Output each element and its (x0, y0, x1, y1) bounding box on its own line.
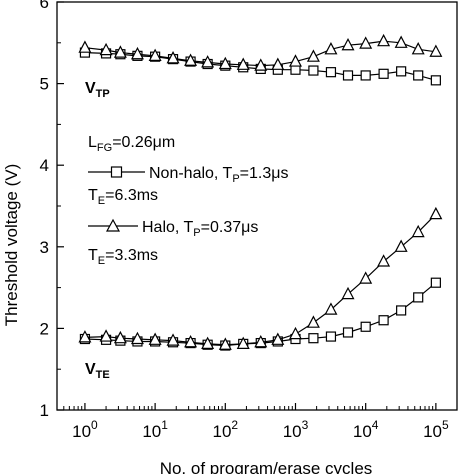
data-point-triangle (218, 56, 232, 70)
data-point-square (430, 75, 441, 86)
vte-label: VTE (85, 361, 110, 381)
data-point-triangle (130, 46, 144, 60)
legend-label-halo: Halo, TP=0.37μs (142, 219, 258, 239)
data-point-triangle (411, 224, 425, 238)
data-point-triangle (184, 53, 198, 66)
data-point-triangle (78, 40, 92, 53)
data-point-square (325, 331, 337, 342)
data-point-square (396, 66, 407, 77)
data-point-square (342, 70, 354, 81)
data-point-square (413, 292, 424, 303)
data-point-triangle (377, 33, 391, 47)
data-point-square (378, 315, 389, 326)
data-point-triangle (271, 57, 285, 70)
legend-triangle-marker (105, 218, 121, 232)
data-point-triangle (359, 36, 373, 49)
data-point-triangle (377, 254, 391, 267)
data-point-triangle (148, 48, 162, 61)
x-tick-label: 105 (423, 418, 449, 441)
y-tick-label: 2 (40, 319, 49, 338)
data-point-triangle (254, 58, 268, 71)
legend-square-marker (110, 166, 123, 178)
data-point-square (308, 65, 319, 76)
data-point-triangle (289, 54, 302, 67)
data-point-triangle (254, 334, 268, 348)
data-point-square (360, 70, 371, 81)
y-axis-label: Threshold voltage (V) (2, 164, 21, 327)
data-point-triangle (218, 337, 232, 350)
data-point-triangle (99, 329, 113, 342)
data-point-triangle (359, 271, 373, 284)
data-point-triangle (201, 55, 215, 68)
erase-time-label-2: TE=3.3ms (88, 247, 158, 267)
data-point-triangle (306, 315, 320, 328)
data-point-triangle (341, 286, 355, 300)
x-tick-label: 100 (72, 418, 98, 441)
data-point-triangle (429, 44, 443, 57)
x-tick-label: 101 (142, 418, 168, 441)
data-point-triangle (289, 326, 302, 340)
x-tick-label: 102 (213, 418, 239, 441)
x-axis-label: No. of program/erase cycles (160, 459, 373, 474)
data-point-triangle (411, 42, 425, 55)
x-tick-label: 104 (353, 418, 379, 441)
x-tick-label: 103 (283, 418, 309, 441)
data-point-square (342, 327, 354, 338)
data-point-square (430, 277, 441, 288)
data-point-triangle (324, 42, 338, 55)
data-point-square (325, 67, 337, 78)
y-tick-label: 3 (40, 238, 49, 257)
data-point-triangle (394, 239, 408, 252)
data-point-triangle (341, 37, 355, 51)
legend-label-non-halo: Non-halo, TP=1.3μs (149, 165, 288, 185)
y-tick-label: 1 (40, 401, 49, 420)
data-point-triangle (130, 331, 144, 345)
erase-time-label-1: TE=6.3ms (88, 187, 158, 207)
data-point-triangle (166, 51, 180, 64)
data-point-triangle (201, 336, 215, 350)
series-1 (78, 33, 443, 71)
y-tick-label: 4 (40, 156, 49, 175)
data-point-square (308, 333, 319, 344)
data-point-triangle (271, 332, 285, 345)
data-point-triangle (394, 35, 408, 48)
data-point-triangle (324, 302, 338, 315)
plot-frame (56, 1, 458, 411)
data-point-triangle (78, 330, 92, 343)
legend: Non-halo, TP=1.3μs Halo, TP=0.37μs (88, 165, 288, 239)
data-point-triangle (236, 336, 250, 350)
data-point-triangle (236, 57, 250, 70)
series-3 (78, 206, 443, 350)
data-point-triangle (429, 206, 443, 220)
data-point-triangle (306, 49, 320, 62)
data-point-triangle (184, 334, 198, 348)
data-point-square (360, 321, 371, 332)
data-point-triangle (148, 332, 162, 345)
gate-length-label: LFG=0.26μm (88, 134, 175, 154)
axes-layer: 100 101 102 103 104 105 1 2 3 4 5 6 (40, 0, 449, 441)
data-point-triangle (166, 333, 180, 346)
y-tick-label: 6 (40, 0, 49, 12)
series-layer (78, 33, 443, 351)
data-point-triangle (113, 330, 127, 344)
y-tick-label: 5 (40, 75, 49, 94)
data-point-square (396, 305, 407, 316)
data-point-triangle (113, 45, 127, 58)
data-point-square (378, 68, 389, 79)
data-point-triangle (99, 42, 113, 56)
data-point-square (413, 70, 424, 81)
vtp-label: VTP (85, 80, 110, 100)
